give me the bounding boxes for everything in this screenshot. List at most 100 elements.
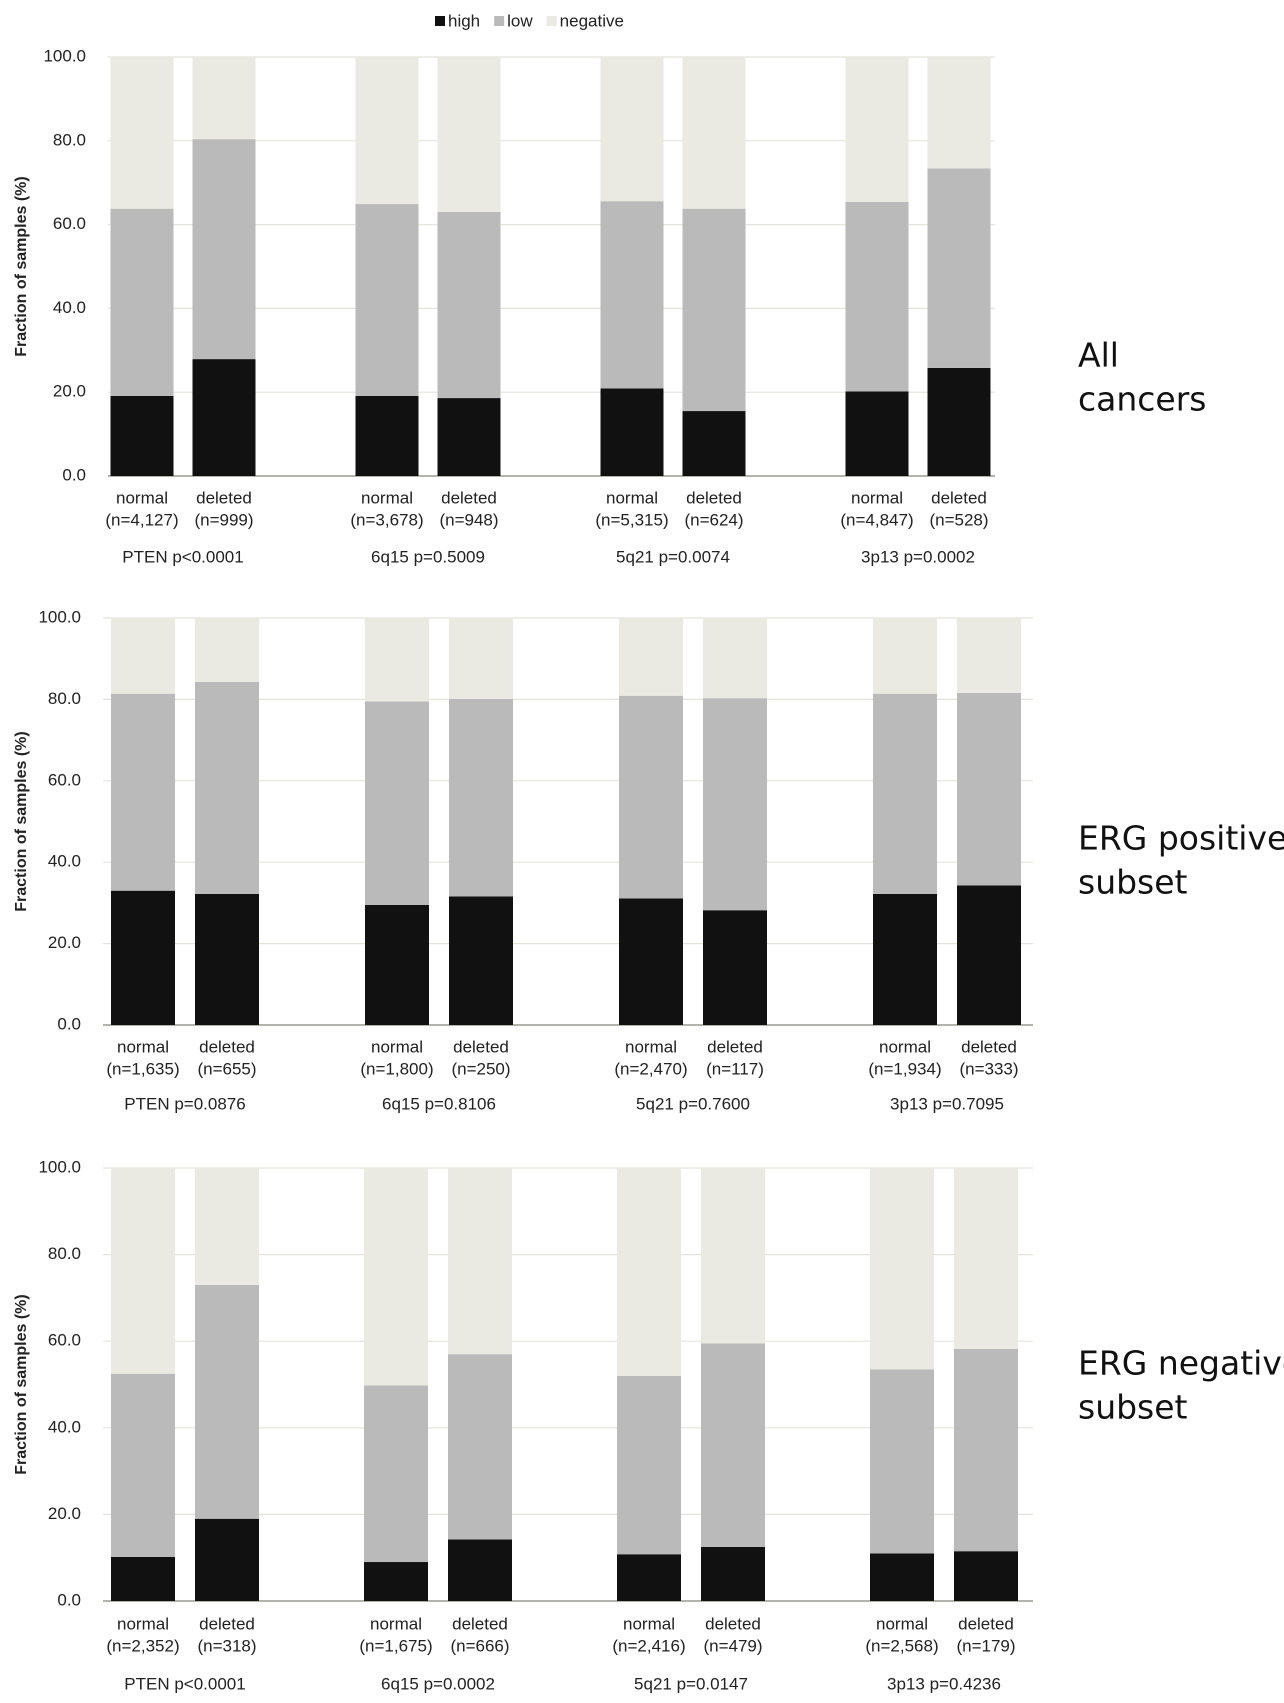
- bar-segment: [682, 411, 746, 476]
- x-tick-label: deleted: [958, 1614, 1014, 1633]
- y-tick-label: 20.0: [48, 1504, 81, 1523]
- y-tick-label: 80.0: [53, 130, 86, 149]
- x-tick-count: (n=2,568): [865, 1636, 938, 1655]
- group-label: PTEN p<0.0001: [122, 547, 243, 566]
- x-tick-count: (n=4,847): [840, 510, 913, 529]
- bar-segment: [870, 1168, 934, 1370]
- bar-segment: [365, 904, 429, 1025]
- x-tick-label: deleted: [707, 1037, 763, 1056]
- bar-segment: [957, 692, 1021, 886]
- bar-segment: [954, 1551, 1018, 1601]
- bar-segment: [355, 204, 419, 396]
- bar-segment: [873, 893, 937, 1025]
- x-tick-label: deleted: [931, 488, 987, 507]
- group-label: 6q15 p=0.8106: [382, 1094, 496, 1113]
- x-tick-label: normal: [851, 488, 903, 507]
- bar-segment: [365, 701, 429, 905]
- x-tick-count: (n=999): [194, 510, 253, 529]
- x-tick-label: deleted: [199, 1037, 255, 1056]
- x-tick-label: normal: [370, 1614, 422, 1633]
- y-tick-label: 40.0: [48, 852, 81, 871]
- y-tick-label: 0.0: [62, 465, 86, 484]
- bar-segment: [703, 618, 767, 699]
- bar-segment: [682, 57, 746, 209]
- bar-segment: [617, 1375, 681, 1555]
- group-label: 6q15 p=0.5009: [371, 547, 485, 566]
- bar-segment: [111, 693, 175, 891]
- bar-segment: [355, 57, 419, 205]
- x-tick-label: normal: [117, 1614, 169, 1633]
- bar-segment: [111, 1373, 175, 1557]
- bar-segment: [355, 395, 419, 476]
- x-tick-count: (n=1,800): [360, 1059, 433, 1078]
- bar-segment: [111, 618, 175, 694]
- x-tick-count: (n=2,470): [614, 1059, 687, 1078]
- bar-segment: [927, 168, 991, 368]
- bar-segment: [619, 695, 683, 899]
- x-tick-count: (n=4,127): [105, 510, 178, 529]
- x-tick-count: (n=624): [684, 510, 743, 529]
- y-tick-label: 100.0: [38, 1157, 81, 1176]
- bar-segment: [873, 618, 937, 694]
- y-tick-label: 60.0: [48, 770, 81, 789]
- bar-segment: [954, 1168, 1018, 1349]
- group-label: 6q15 p=0.0002: [381, 1674, 495, 1693]
- panel-label: subset: [1078, 863, 1188, 902]
- bar-segment: [110, 395, 174, 476]
- x-tick-count: (n=117): [706, 1059, 764, 1078]
- bar-segment: [111, 890, 175, 1025]
- x-tick-label: normal: [361, 488, 413, 507]
- group-label: 3p13 p=0.0002: [861, 547, 975, 566]
- y-tick-label: 20.0: [48, 933, 81, 952]
- x-tick-count: (n=5,315): [595, 510, 668, 529]
- x-tick-count: (n=666): [450, 1636, 509, 1655]
- x-tick-label: deleted: [452, 1614, 508, 1633]
- bar-segment: [927, 367, 991, 476]
- bar-segment: [195, 681, 259, 894]
- bar-segment: [111, 1168, 175, 1374]
- y-tick-label: 40.0: [48, 1417, 81, 1436]
- y-tick-label: 60.0: [48, 1331, 81, 1350]
- x-tick-count: (n=179): [956, 1636, 1015, 1655]
- bar-segment: [110, 208, 174, 396]
- bar-segment: [870, 1553, 934, 1601]
- x-tick-label: normal: [879, 1037, 931, 1056]
- bar-segment: [364, 1168, 428, 1386]
- bar-segment: [364, 1385, 428, 1563]
- bar-segment: [192, 57, 256, 140]
- bar-segment: [437, 212, 501, 399]
- bar-segment: [448, 1539, 512, 1601]
- bar-segment: [845, 57, 909, 202]
- x-tick-count: (n=2,416): [612, 1636, 685, 1655]
- y-axis-title: Fraction of samples (%): [13, 731, 30, 911]
- x-tick-label: normal: [876, 1614, 928, 1633]
- bar-segment: [957, 618, 1021, 693]
- legend-swatch: [494, 16, 505, 26]
- x-tick-label: deleted: [686, 488, 742, 507]
- y-tick-label: 20.0: [53, 382, 86, 401]
- group-label: PTEN p=0.0876: [124, 1094, 245, 1113]
- bar-segment: [449, 896, 513, 1025]
- legend-swatch: [435, 16, 445, 26]
- group-label: 3p13 p=0.7095: [890, 1094, 1004, 1113]
- bar-segment: [873, 693, 937, 894]
- bar-segment: [448, 1354, 512, 1540]
- group-label: 5q21 p=0.0147: [634, 1674, 748, 1693]
- x-tick-label: deleted: [441, 488, 497, 507]
- x-tick-count: (n=3,678): [350, 510, 423, 529]
- y-tick-label: 100.0: [43, 46, 86, 65]
- x-tick-label: normal: [117, 1037, 169, 1056]
- bar-segment: [600, 57, 664, 202]
- bar-segment: [195, 618, 259, 682]
- bar-segment: [365, 618, 429, 702]
- panel-label: subset: [1078, 1388, 1188, 1427]
- x-tick-label: deleted: [199, 1614, 255, 1633]
- bar-segment: [437, 398, 501, 476]
- group-label: 5q21 p=0.0074: [616, 547, 730, 566]
- bar-segment: [701, 1343, 765, 1547]
- bar-segment: [703, 910, 767, 1025]
- x-tick-count: (n=528): [929, 510, 988, 529]
- x-tick-label: deleted: [453, 1037, 509, 1056]
- bar-segment: [703, 698, 767, 911]
- y-tick-label: 40.0: [53, 298, 86, 317]
